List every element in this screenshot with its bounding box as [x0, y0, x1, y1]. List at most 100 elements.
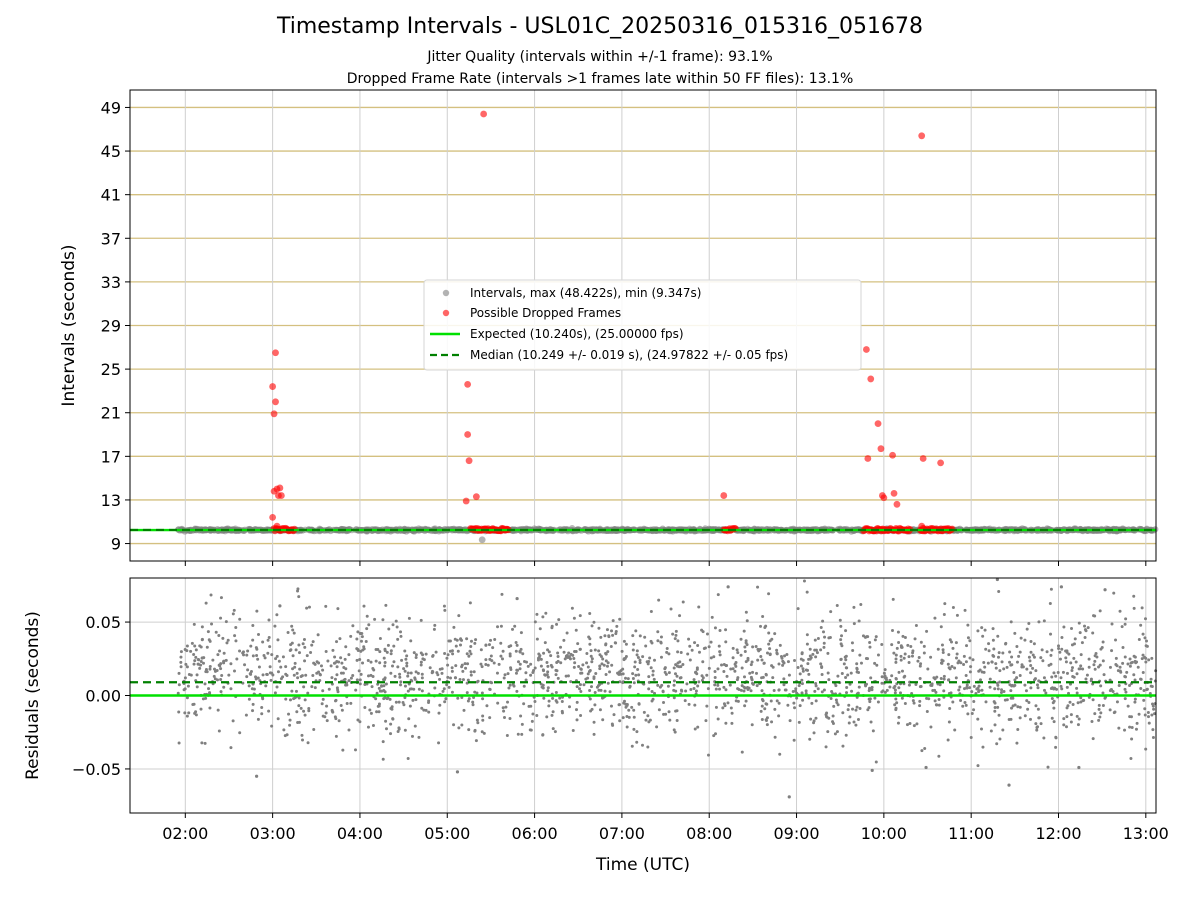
- residual-point: [219, 596, 223, 600]
- residual-point: [695, 666, 699, 670]
- residual-point: [261, 640, 265, 644]
- residual-point: [199, 645, 203, 649]
- residual-point: [971, 658, 975, 662]
- residual-point: [833, 732, 837, 736]
- residual-point: [787, 673, 791, 677]
- residual-point: [410, 679, 414, 683]
- residual-point: [349, 701, 353, 705]
- residual-point: [604, 659, 608, 663]
- residual-point: [1084, 677, 1088, 681]
- residual-point: [838, 618, 842, 622]
- residual-point: [697, 680, 701, 684]
- residual-point: [511, 682, 515, 686]
- residual-point: [409, 639, 413, 643]
- residual-point: [221, 636, 225, 640]
- residual-point: [941, 648, 945, 652]
- residual-point: [497, 662, 501, 666]
- residual-point: [764, 624, 768, 628]
- residual-point: [696, 725, 700, 729]
- residual-point: [443, 608, 447, 612]
- residual-point: [760, 704, 764, 708]
- residual-point: [722, 702, 726, 706]
- residual-point: [1036, 686, 1040, 690]
- residual-point: [297, 595, 301, 599]
- dropped-frame-point: [272, 398, 279, 406]
- residual-point: [535, 714, 539, 718]
- dropped-frame-point: [890, 490, 898, 497]
- residual-point: [291, 628, 295, 632]
- residual-point: [731, 667, 735, 671]
- residual-point: [586, 665, 590, 669]
- residual-point: [542, 651, 546, 655]
- residual-point: [479, 662, 483, 666]
- residual-point: [1074, 660, 1078, 664]
- residual-point: [890, 643, 894, 647]
- residual-point: [555, 622, 559, 626]
- residual-point: [251, 709, 255, 713]
- residual-point: [522, 684, 526, 688]
- residual-point: [414, 653, 418, 657]
- residual-point: [894, 653, 898, 657]
- residual-point: [527, 704, 531, 708]
- residual-point: [533, 699, 537, 703]
- residual-point: [920, 749, 924, 753]
- residual-point: [897, 686, 901, 690]
- residual-point: [844, 629, 848, 633]
- residual-point: [1085, 673, 1089, 677]
- residual-point: [1121, 661, 1125, 665]
- residual-point: [798, 704, 802, 708]
- residual-point: [804, 692, 808, 696]
- residual-point: [844, 733, 848, 737]
- residual-point: [532, 669, 536, 673]
- dropped-frame-point: [472, 493, 480, 501]
- residual-point: [330, 676, 334, 680]
- residual-point: [607, 635, 611, 639]
- residual-point: [357, 669, 361, 673]
- residual-point: [469, 670, 473, 674]
- residual-point: [820, 690, 824, 694]
- residual-point: [545, 715, 549, 719]
- residual-point: [484, 662, 488, 666]
- residual-point: [827, 716, 831, 720]
- residual-point: [786, 660, 790, 664]
- residual-point: [403, 728, 407, 732]
- residual-point: [288, 723, 292, 727]
- residual-point: [820, 665, 824, 669]
- residual-point: [260, 705, 264, 709]
- residual-point: [1025, 627, 1029, 631]
- residual-point: [375, 710, 379, 714]
- residual-point: [405, 664, 409, 668]
- residual-point: [234, 625, 238, 629]
- residual-point: [491, 646, 495, 650]
- top-ylabel: Intervals (seconds): [59, 244, 79, 406]
- residual-point: [951, 606, 955, 610]
- residual-point: [459, 643, 463, 647]
- residual-point: [611, 633, 615, 637]
- residual-point: [518, 667, 522, 671]
- residual-point: [586, 676, 590, 680]
- residual-point: [507, 645, 511, 649]
- residual-point: [859, 661, 863, 665]
- residual-point: [754, 671, 758, 675]
- residual-point: [1123, 728, 1127, 732]
- residual-point: [378, 636, 382, 640]
- residual-point: [866, 657, 870, 661]
- residual-point: [673, 672, 677, 676]
- residual-point: [943, 602, 947, 606]
- residual-point: [1037, 679, 1041, 683]
- residual-point: [471, 703, 475, 707]
- residual-point: [575, 718, 579, 722]
- residual-point: [200, 656, 204, 660]
- residual-point: [764, 702, 768, 706]
- residual-point: [374, 659, 378, 663]
- residual-outlier-point: [1059, 585, 1064, 589]
- residual-point: [391, 717, 395, 721]
- residual-point: [569, 680, 573, 684]
- residual-point: [730, 711, 734, 715]
- residual-point: [1126, 704, 1130, 708]
- residual-point: [949, 640, 953, 644]
- residual-point: [796, 607, 800, 611]
- residual-point: [582, 683, 586, 687]
- residual-point: [365, 614, 369, 618]
